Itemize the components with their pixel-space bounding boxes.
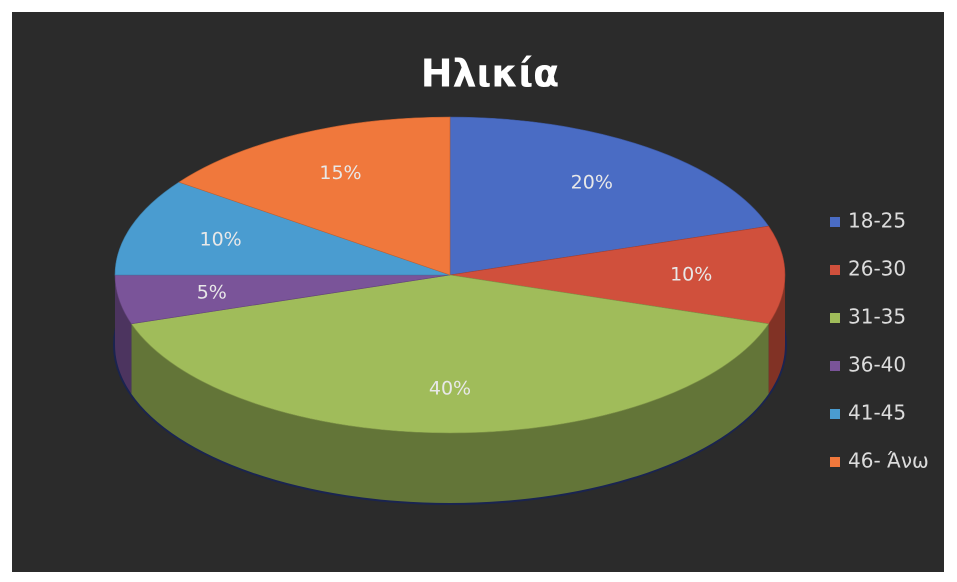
slice-side <box>115 275 132 394</box>
legend-label: 46- Άνω <box>848 449 929 473</box>
slice <box>114 181 451 276</box>
legend-label: 31-35 <box>848 305 906 329</box>
slice <box>130 274 770 434</box>
slice <box>449 225 786 325</box>
data-label: 10% <box>670 264 712 286</box>
data-label: 10% <box>199 228 241 250</box>
chart-title: Ηλικία <box>421 52 560 96</box>
slice <box>178 116 451 276</box>
legend-label: 26-30 <box>848 257 906 281</box>
legend-marker <box>830 217 840 227</box>
slice-side <box>131 323 769 503</box>
legend-marker <box>830 361 840 371</box>
legend-label: 41-45 <box>848 401 906 425</box>
data-label: 20% <box>571 171 613 193</box>
legend-label: 36-40 <box>848 353 906 377</box>
data-label: 40% <box>429 377 471 399</box>
legend-marker <box>830 409 840 419</box>
slice-side <box>768 275 785 394</box>
data-label: 5% <box>197 281 227 303</box>
legend-label: 18-25 <box>848 209 906 233</box>
legend-marker <box>830 457 840 467</box>
slice <box>449 116 770 276</box>
legend-marker <box>830 313 840 323</box>
data-label: 15% <box>319 162 361 184</box>
legend-marker <box>830 265 840 275</box>
